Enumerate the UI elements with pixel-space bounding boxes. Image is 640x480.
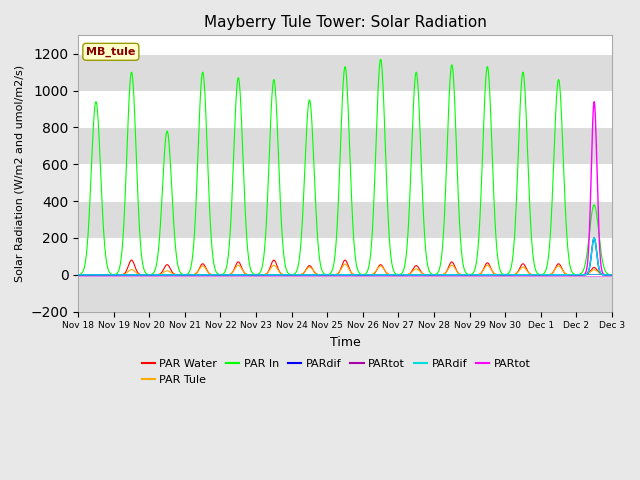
Y-axis label: Solar Radiation (W/m2 and umol/m2/s): Solar Radiation (W/m2 and umol/m2/s) xyxy=(15,65,25,282)
Title: Mayberry Tule Tower: Solar Radiation: Mayberry Tule Tower: Solar Radiation xyxy=(204,15,486,30)
Legend: PAR Water, PAR Tule, PAR In, PARdif, PARtot, PARdif, PARtot: PAR Water, PAR Tule, PAR In, PARdif, PAR… xyxy=(137,355,535,389)
Bar xyxy=(78,54,612,91)
X-axis label: Time: Time xyxy=(330,336,360,349)
Bar xyxy=(78,275,612,312)
Text: MB_tule: MB_tule xyxy=(86,47,136,57)
Bar xyxy=(78,128,612,164)
Bar xyxy=(78,201,612,238)
